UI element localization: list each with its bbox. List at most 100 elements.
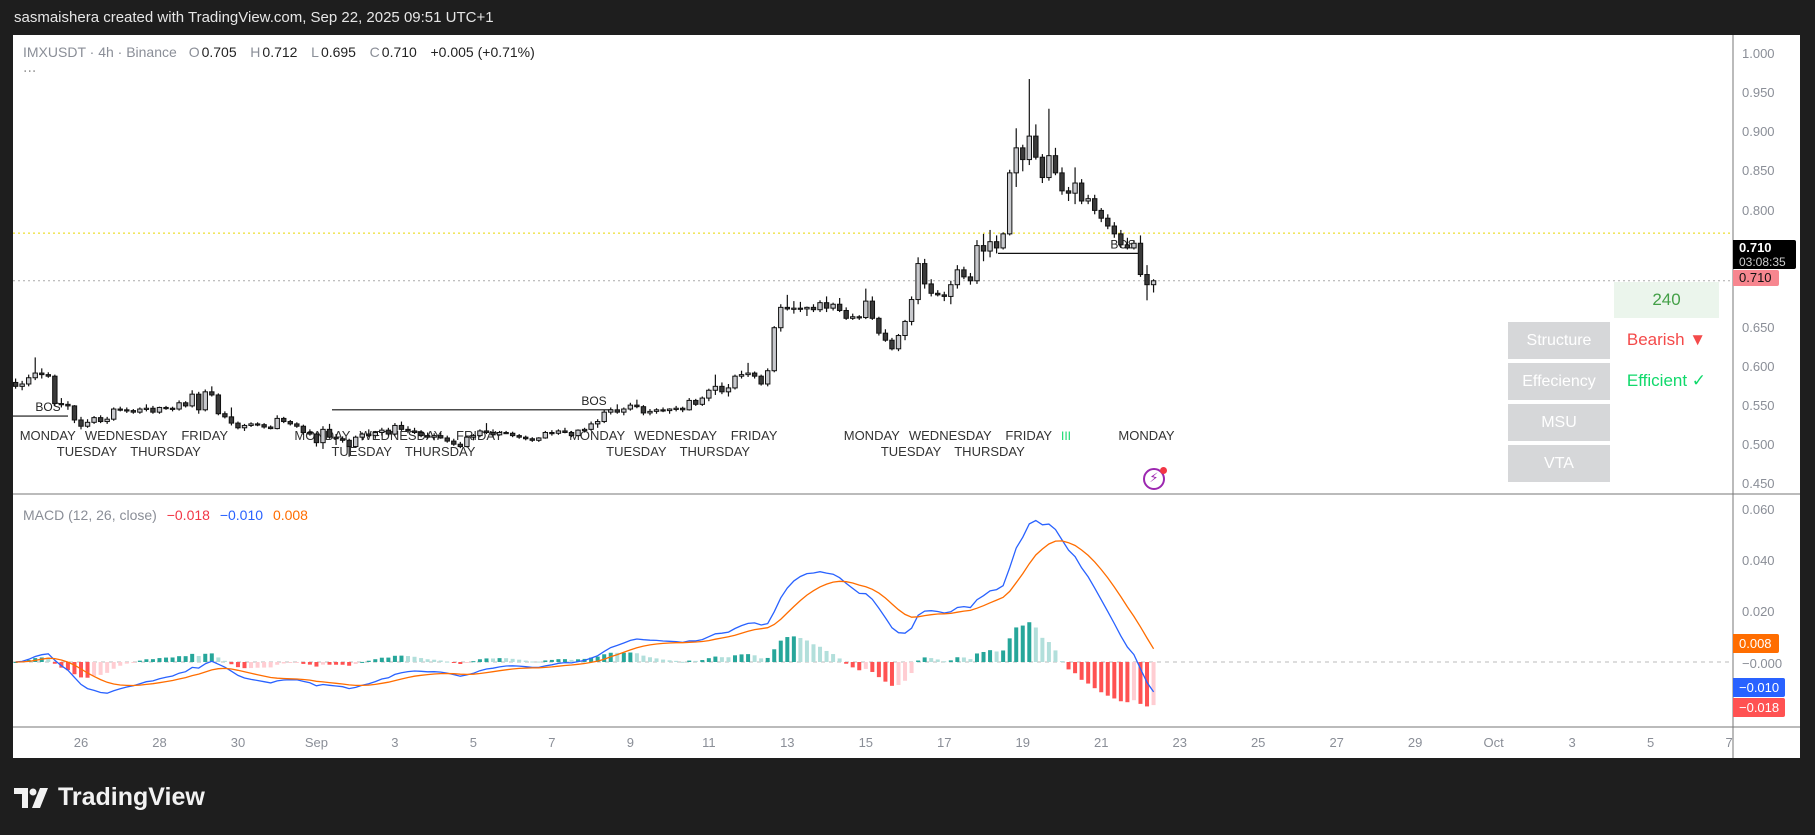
macd-tick: −0.000: [1742, 656, 1783, 671]
candle-body: [588, 423, 594, 430]
candle-body: [424, 435, 431, 438]
candle-body: [778, 306, 784, 329]
macd-histogram-bar: [804, 640, 809, 662]
open-label: O: [188, 44, 200, 60]
macd-histogram-bar: [850, 662, 855, 668]
macd-histogram-bar: [386, 657, 391, 662]
macd-histogram-bar: [164, 657, 169, 662]
candle-body: [1098, 209, 1104, 219]
macd-histogram-bar: [85, 662, 90, 678]
candle-body: [1072, 182, 1078, 194]
candle-body: [1085, 198, 1091, 202]
weekday-label: TUESDAY: [331, 444, 392, 459]
candle-body: [647, 410, 653, 414]
macd-histogram-bar: [216, 657, 221, 662]
time-tick: 23: [1172, 735, 1187, 750]
macd-histogram-bar: [98, 662, 103, 675]
structure-value: Bearish ▼: [1626, 330, 1707, 349]
candle-body: [836, 303, 843, 311]
time-tick: 9: [626, 735, 634, 750]
candle-body: [379, 429, 385, 433]
weekday-label: FRIDAY: [1005, 428, 1052, 443]
macd-histogram-bar: [262, 662, 267, 668]
vta-label: VTA: [1508, 445, 1610, 482]
candle-body: [935, 292, 941, 296]
macd-line-value: −0.010: [219, 507, 264, 523]
price-tick: 0.650: [1742, 320, 1775, 335]
candle-body: [725, 387, 732, 393]
macd-histogram-bar: [961, 657, 966, 662]
candle-body: [686, 399, 692, 411]
price-tick: 0.500: [1742, 437, 1775, 452]
weekday-label: WEDNESDAY: [634, 428, 717, 443]
macd-histogram-bar: [746, 654, 751, 662]
macd-histogram-bar: [275, 662, 280, 665]
macd-histogram-bar: [1060, 661, 1064, 663]
macd-histogram-bar: [988, 650, 993, 662]
candle-body: [921, 263, 928, 285]
macd-histogram-bar: [1033, 627, 1038, 662]
candle-body: [771, 327, 777, 372]
macd-histogram-bar: [1053, 650, 1058, 662]
macd-histogram-bar: [464, 662, 469, 663]
macd-histogram-bar: [1020, 625, 1025, 662]
candle-body: [523, 436, 529, 440]
tradingview-logo[interactable]: TradingView: [14, 783, 205, 812]
macd-histogram-bar: [288, 662, 293, 663]
price-tick: 0.550: [1742, 398, 1775, 413]
candle-body: [209, 391, 215, 396]
candle-body: [287, 421, 293, 425]
lightning-alert-icon[interactable]: ⚡: [1143, 468, 1165, 490]
macd-histogram-bar: [150, 659, 155, 662]
macd-legend[interactable]: MACD (12, 26, close) −0.018 −0.010 0.008: [23, 507, 308, 523]
candle-body: [895, 335, 902, 350]
candle-body: [562, 430, 568, 433]
candle-body: [398, 424, 405, 430]
candle-body: [575, 429, 581, 437]
symbol-info[interactable]: IMXUSDT · 4h · Binance: [23, 44, 177, 60]
marker-label: III: [1061, 429, 1071, 443]
candle-body: [431, 435, 437, 438]
macd-histogram-bar: [314, 662, 319, 667]
candle-body: [712, 385, 719, 391]
chart-panel[interactable]: [13, 35, 1800, 758]
macd-histogram-bar: [203, 653, 208, 662]
candle-body: [889, 339, 895, 350]
macd-histogram-bar: [778, 640, 783, 662]
macd-histogram-bar: [713, 656, 718, 662]
time-tick: 29: [1407, 735, 1423, 750]
macd-histogram-bar: [392, 655, 397, 662]
candle-body: [1046, 155, 1052, 179]
candle-body: [614, 409, 620, 413]
candle-body: [961, 269, 967, 278]
macd-histogram-bar: [870, 662, 875, 672]
macd-histogram-bar: [249, 662, 254, 669]
candle-body: [509, 432, 516, 437]
macd-histogram-bar: [628, 652, 633, 662]
candle-body: [477, 430, 483, 437]
more-indicators-button[interactable]: ···: [23, 64, 37, 80]
macd-histogram-bar: [399, 655, 404, 662]
macd-histogram-bar: [654, 658, 659, 662]
candle-body: [856, 316, 862, 319]
candle-body: [313, 433, 320, 444]
macd-histogram-bar: [634, 653, 639, 662]
macd-histogram-bar: [968, 659, 973, 662]
macd-histogram-bar: [798, 637, 803, 662]
macd-histogram-bar: [602, 654, 607, 662]
candle-body: [1006, 172, 1013, 235]
candle-body: [169, 407, 176, 410]
weekday-label: MONDAY: [1118, 428, 1174, 443]
candle-body: [196, 393, 202, 411]
candle-body: [274, 417, 280, 430]
macd-histogram-bar: [1151, 662, 1156, 706]
candle-body: [1124, 244, 1131, 249]
macd-histogram-bar: [118, 662, 123, 666]
time-tick: 13: [780, 735, 795, 750]
time-tick: 7: [1725, 735, 1733, 750]
macd-histogram-bar: [837, 658, 842, 662]
candle-body: [850, 316, 856, 319]
macd-histogram-bar: [935, 659, 940, 662]
candle-body: [91, 417, 97, 423]
